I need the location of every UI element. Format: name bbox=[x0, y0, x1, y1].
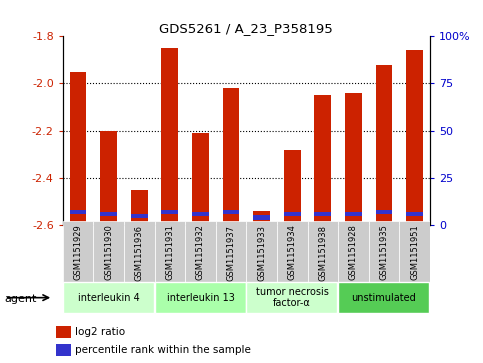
Text: GSM1151935: GSM1151935 bbox=[380, 224, 388, 280]
Bar bbox=[308, 221, 338, 283]
Bar bbox=[192, 133, 209, 225]
Bar bbox=[253, 215, 270, 220]
Text: interleukin 13: interleukin 13 bbox=[167, 293, 234, 303]
Bar bbox=[70, 210, 86, 214]
Bar bbox=[155, 221, 185, 283]
Bar bbox=[70, 72, 86, 225]
Bar bbox=[376, 65, 392, 225]
Bar bbox=[314, 95, 331, 225]
Bar bbox=[192, 212, 209, 216]
Bar bbox=[314, 212, 331, 216]
Text: interleukin 4: interleukin 4 bbox=[78, 293, 140, 303]
Bar bbox=[246, 282, 338, 313]
Text: GSM1151938: GSM1151938 bbox=[318, 224, 327, 281]
Bar bbox=[63, 221, 93, 283]
Bar bbox=[345, 93, 362, 225]
Bar bbox=[161, 48, 178, 225]
Text: GSM1151929: GSM1151929 bbox=[73, 224, 83, 280]
Bar bbox=[338, 221, 369, 283]
Bar bbox=[155, 282, 246, 313]
Bar bbox=[100, 131, 117, 225]
Bar bbox=[345, 212, 362, 216]
Bar bbox=[369, 221, 399, 283]
Bar bbox=[376, 210, 392, 214]
Text: GSM1151934: GSM1151934 bbox=[288, 224, 297, 280]
Text: tumor necrosis
factor-α: tumor necrosis factor-α bbox=[256, 287, 328, 309]
Text: GSM1151951: GSM1151951 bbox=[410, 224, 419, 280]
Bar bbox=[100, 212, 117, 216]
Text: percentile rank within the sample: percentile rank within the sample bbox=[75, 345, 251, 355]
Text: log2 ratio: log2 ratio bbox=[75, 327, 125, 337]
Text: GSM1151930: GSM1151930 bbox=[104, 224, 113, 280]
Bar bbox=[185, 221, 216, 283]
Text: GSM1151928: GSM1151928 bbox=[349, 224, 358, 280]
Text: GSM1151932: GSM1151932 bbox=[196, 224, 205, 280]
Text: unstimulated: unstimulated bbox=[352, 293, 416, 303]
Bar bbox=[284, 150, 300, 225]
Bar bbox=[223, 88, 240, 225]
Title: GDS5261 / A_23_P358195: GDS5261 / A_23_P358195 bbox=[159, 22, 333, 35]
Text: GSM1151931: GSM1151931 bbox=[165, 224, 174, 280]
Bar bbox=[56, 326, 71, 338]
Bar bbox=[406, 212, 423, 216]
Bar bbox=[223, 210, 240, 214]
Bar bbox=[284, 212, 300, 216]
Bar bbox=[338, 282, 429, 313]
Bar bbox=[161, 210, 178, 214]
Bar bbox=[216, 221, 246, 283]
Bar bbox=[131, 213, 148, 218]
Text: GSM1151937: GSM1151937 bbox=[227, 224, 236, 281]
Bar bbox=[277, 221, 308, 283]
Text: GSM1151933: GSM1151933 bbox=[257, 224, 266, 281]
Bar bbox=[63, 282, 154, 313]
Bar bbox=[246, 221, 277, 283]
Bar bbox=[406, 50, 423, 225]
Text: GSM1151936: GSM1151936 bbox=[135, 224, 144, 281]
Bar bbox=[253, 211, 270, 225]
Bar bbox=[93, 221, 124, 283]
Bar bbox=[399, 221, 430, 283]
Bar bbox=[131, 189, 148, 225]
Bar bbox=[124, 221, 155, 283]
Text: agent: agent bbox=[5, 294, 37, 305]
Bar bbox=[56, 344, 71, 356]
